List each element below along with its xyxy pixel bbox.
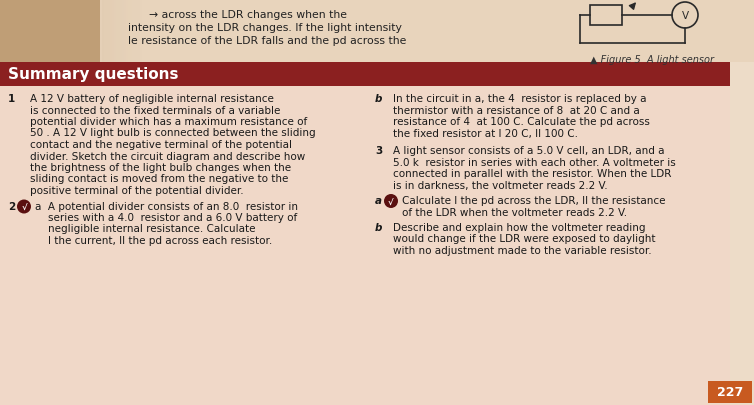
Text: 5.0 k  resistor in series with each other. A voltmeter is: 5.0 k resistor in series with each other… [393,158,676,168]
Text: √: √ [21,203,27,212]
Text: the fixed resistor at I 20 C, II 100 C.: the fixed resistor at I 20 C, II 100 C. [393,128,578,139]
Text: A 12 V battery of negligible internal resistance: A 12 V battery of negligible internal re… [30,94,274,104]
Bar [0,86,730,405]
Text: a  A potential divider consists of an 8.0  resistor in: a A potential divider consists of an 8.0… [35,202,298,211]
Text: Summary questions: Summary questions [8,68,179,83]
Text: is in darkness, the voltmeter reads 2.2 V.: is in darkness, the voltmeter reads 2.2 … [393,181,608,190]
Bar [110,0,114,62]
Bar [136,0,140,62]
Text: ▲ Figure 5  A light sensor: ▲ Figure 5 A light sensor [590,55,714,65]
Text: divider. Sketch the circuit diagram and describe how: divider. Sketch the circuit diagram and … [30,151,305,162]
Text: 2: 2 [8,202,15,213]
Bar [134,0,138,62]
Text: is connected to the fixed terminals of a variable: is connected to the fixed terminals of a… [30,105,280,115]
Bar [112,0,116,62]
Text: → across the LDR changes when the: → across the LDR changes when the [128,10,347,20]
Text: potential divider which has a maximum resistance of: potential divider which has a maximum re… [30,117,307,127]
Text: intensity on the LDR changes. If the light intensity: intensity on the LDR changes. If the lig… [128,23,402,33]
Bar [106,0,110,62]
Text: sliding contact is moved from the negative to the: sliding contact is moved from the negati… [30,175,288,185]
Text: 50 . A 12 V light bulb is connected between the sliding: 50 . A 12 V light bulb is connected betw… [30,128,316,139]
Text: positive terminal of the potential divider.: positive terminal of the potential divid… [30,186,244,196]
Text: 3: 3 [375,146,382,156]
Text: a: a [375,196,382,206]
Bar [128,0,132,62]
Text: A light sensor consists of a 5.0 V cell, an LDR, and a: A light sensor consists of a 5.0 V cell,… [393,146,664,156]
Bar [0,0,754,62]
Bar [0,62,730,86]
Bar [708,381,752,403]
Text: 227: 227 [717,386,743,399]
Text: the brightness of the light bulb changes when the: the brightness of the light bulb changes… [30,163,291,173]
Bar [118,0,122,62]
Bar [132,0,136,62]
Bar [120,0,124,62]
Bar [104,0,108,62]
Text: 1: 1 [8,94,15,104]
Text: b: b [375,223,382,233]
Text: b: b [375,94,382,104]
Text: √: √ [388,198,394,207]
Bar [100,0,104,62]
Bar [126,0,130,62]
Text: thermistor with a resistance of 8  at 20 C and a: thermistor with a resistance of 8 at 20 … [393,105,639,115]
Bar [122,0,126,62]
Circle shape [17,200,31,213]
Text: series with a 4.0  resistor and a 6.0 V battery of: series with a 4.0 resistor and a 6.0 V b… [35,213,297,223]
Text: of the LDR when the voltmeter reads 2.2 V.: of the LDR when the voltmeter reads 2.2 … [402,207,627,217]
Text: Calculate I the pd across the LDR, II the resistance: Calculate I the pd across the LDR, II th… [402,196,666,206]
Bar [114,0,118,62]
Text: would change if the LDR were exposed to daylight: would change if the LDR were exposed to … [393,234,655,245]
Bar [0,0,100,62]
Bar [116,0,120,62]
Text: resistance of 4  at 100 C. Calculate the pd across: resistance of 4 at 100 C. Calculate the … [393,117,650,127]
Text: with no adjustment made to the variable resistor.: with no adjustment made to the variable … [393,246,651,256]
Text: In the circuit in a, the 4  resistor is replaced by a: In the circuit in a, the 4 resistor is r… [393,94,646,104]
Text: le resistance of the LDR falls and the pd across the: le resistance of the LDR falls and the p… [128,36,406,46]
Text: I the current, II the pd across each resistor.: I the current, II the pd across each res… [35,236,272,246]
Bar [108,0,112,62]
Text: Describe and explain how the voltmeter reading: Describe and explain how the voltmeter r… [393,223,645,233]
Circle shape [384,194,398,208]
Bar [124,0,128,62]
Text: contact and the negative terminal of the potential: contact and the negative terminal of the… [30,140,292,150]
Bar [130,0,134,62]
Text: V: V [682,11,688,21]
Bar [102,0,106,62]
Bar [138,0,142,62]
Text: connected in parallel with the resistor. When the LDR: connected in parallel with the resistor.… [393,169,671,179]
Bar [590,5,622,25]
Text: negligible internal resistance. Calculate: negligible internal resistance. Calculat… [35,224,256,234]
